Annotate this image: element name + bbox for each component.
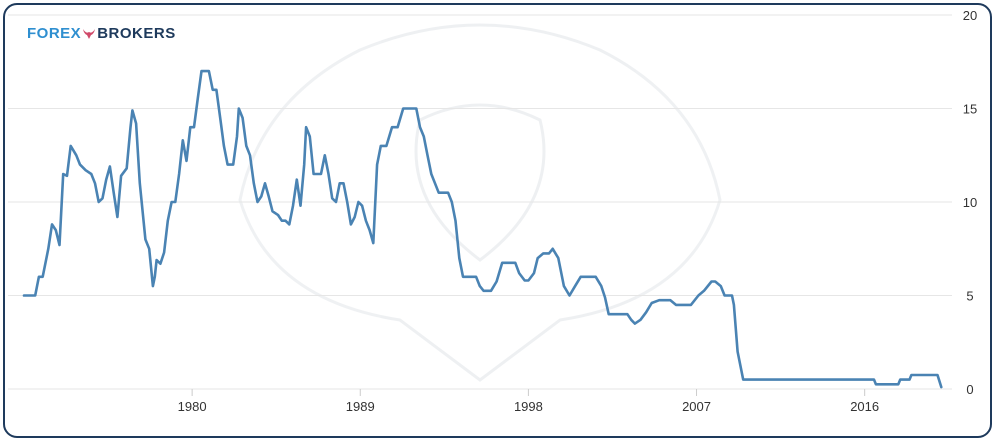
y-gridlines bbox=[8, 14, 952, 390]
y-tick-label: 0 bbox=[966, 382, 973, 397]
x-tick-label: 1989 bbox=[346, 399, 375, 414]
x-tick-label: 1998 bbox=[514, 399, 543, 414]
y-axis-ticks: 0 5 10 15 20 bbox=[963, 8, 977, 397]
x-tick-label: 1980 bbox=[178, 399, 207, 414]
x-tick-label: 2016 bbox=[850, 399, 879, 414]
y-tick-label: 20 bbox=[963, 8, 977, 23]
series-line bbox=[22, 69, 943, 389]
bull-head-icon bbox=[83, 28, 96, 39]
x-axis-ticks: 1980 1989 1998 2007 2016 bbox=[178, 389, 879, 414]
x-tick-label: 2007 bbox=[682, 399, 711, 414]
logo-word-brokers: BROKERS bbox=[97, 25, 176, 42]
logo-word-forex: FOREX bbox=[27, 25, 82, 42]
y-tick-label: 5 bbox=[966, 289, 973, 304]
forex-brokers-logo: FOREX BROKERS bbox=[27, 25, 176, 42]
y-tick-label: 10 bbox=[963, 195, 977, 210]
watermark bbox=[238, 23, 722, 382]
y-tick-label: 15 bbox=[963, 102, 977, 117]
